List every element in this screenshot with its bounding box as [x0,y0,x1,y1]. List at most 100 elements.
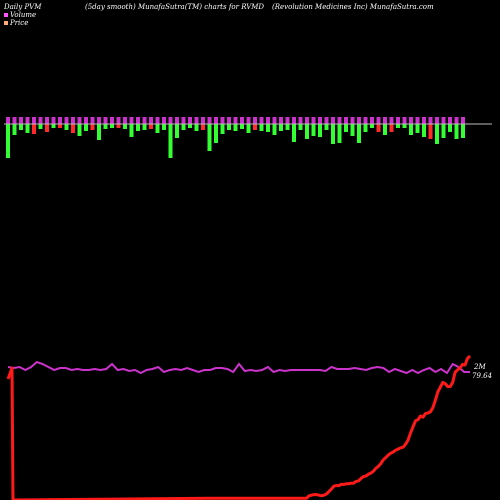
volume-bar [162,124,166,130]
volume-bar-cap [279,117,283,124]
volume-bar-cap [324,117,329,124]
volume-bar [90,124,95,130]
volume-bar-cap [168,117,173,124]
volume-bar-cap [298,117,303,124]
volume-bar-cap [233,117,238,124]
volume-bar-cap [370,117,374,124]
volume-bar [103,124,108,129]
volume-bar-cap [331,117,335,124]
volume-bar [181,124,186,130]
volume-bar [51,124,56,128]
volume-bar [337,124,342,143]
volume-bar-cap [448,117,452,124]
volume-bar-cap [97,117,101,124]
volume-bar-cap [188,117,192,124]
volume-bar-cap [12,117,17,124]
volume-bar-cap [214,117,218,124]
volume-bar [155,124,160,133]
volume-bar-cap [240,117,244,124]
volume-bar [448,124,452,132]
volume-bar [396,124,400,128]
price-last-label: 79.64 [472,372,492,380]
volume-bar [227,124,231,130]
volume-bar-cap [461,117,465,124]
volume-bar-cap [435,117,439,124]
volume-bar [97,124,101,140]
volume-bar [214,124,218,143]
volume-bar-cap [32,117,36,124]
volume-bar [194,124,199,131]
volume-bar-cap [142,117,147,124]
volume-bar-cap [285,117,290,124]
volume-bar-cap [318,117,322,124]
volume-bar-cap [227,117,231,124]
volume-bar [266,124,270,132]
volume-bar [441,124,446,138]
volume-bar-cap [311,117,316,124]
volume-bar-cap [337,117,342,124]
legend-price-label: Price [10,19,29,27]
volume-bar-cap [129,117,134,124]
volume-bar [422,124,426,137]
volume-bar [415,124,420,133]
volume-bar [12,124,17,135]
volume-bar [363,124,368,132]
volume-bar [116,124,121,128]
header-middle: (5day smooth) MunafaSutra(TM) charts for… [85,3,265,11]
volume-bar-cap [441,117,446,124]
volume-bar [136,124,140,131]
volume-bar-cap [149,117,153,124]
volume-bar [25,124,30,133]
volume-bar [123,124,127,129]
volume-bar-cap [136,117,140,124]
volume-bar [435,124,439,144]
volume-bar [240,124,244,129]
volume-bar [402,124,407,128]
volume-bar-cap [175,117,179,124]
volume-bar-cap [402,117,407,124]
volume-line [7,360,470,375]
volume-bar-cap [272,117,277,124]
volume-bar [77,124,82,136]
volume-bar-cap [266,117,270,124]
volume-bar [298,124,303,130]
volume-bar-cap [71,117,75,124]
volume-bar-cap [246,117,251,124]
volume-bar [285,124,290,130]
volume-bar [357,124,361,143]
price-line [6,354,472,500]
volume-bar-cap [357,117,361,124]
volume-bar-cap [194,117,199,124]
volume-bar [389,124,394,132]
legend-volume: Volume [4,11,36,19]
volume-bar [110,124,114,128]
volume-bar-cap [38,117,43,124]
volume-swatch-icon [4,13,8,17]
volume-bar-cap [103,117,108,124]
volume-bar [246,124,251,133]
volume-bar-cap [181,117,186,124]
volume-bar-cap [64,117,69,124]
volume-bar-cap [409,117,413,124]
volume-bar [233,124,238,131]
volume-bar-cap [396,117,400,124]
volume-bar [383,124,387,135]
volume-bar [376,124,381,132]
volume-bar [129,124,134,137]
volume-bar-cap [454,117,459,124]
volume-bar [350,124,355,136]
volume-bar-cap [363,117,368,124]
volume-bar-cap [116,117,121,124]
volume-bar [32,124,36,134]
volume-bar [84,124,88,131]
volume-bar [38,124,43,129]
volume-bar-cap [51,117,56,124]
volume-bar-cap [25,117,30,124]
volume-last-label: 2M [473,363,486,371]
volume-bar [370,124,374,128]
volume-bar [19,124,23,130]
volume-bar-cap [428,117,433,124]
volume-bar-cap [389,117,394,124]
